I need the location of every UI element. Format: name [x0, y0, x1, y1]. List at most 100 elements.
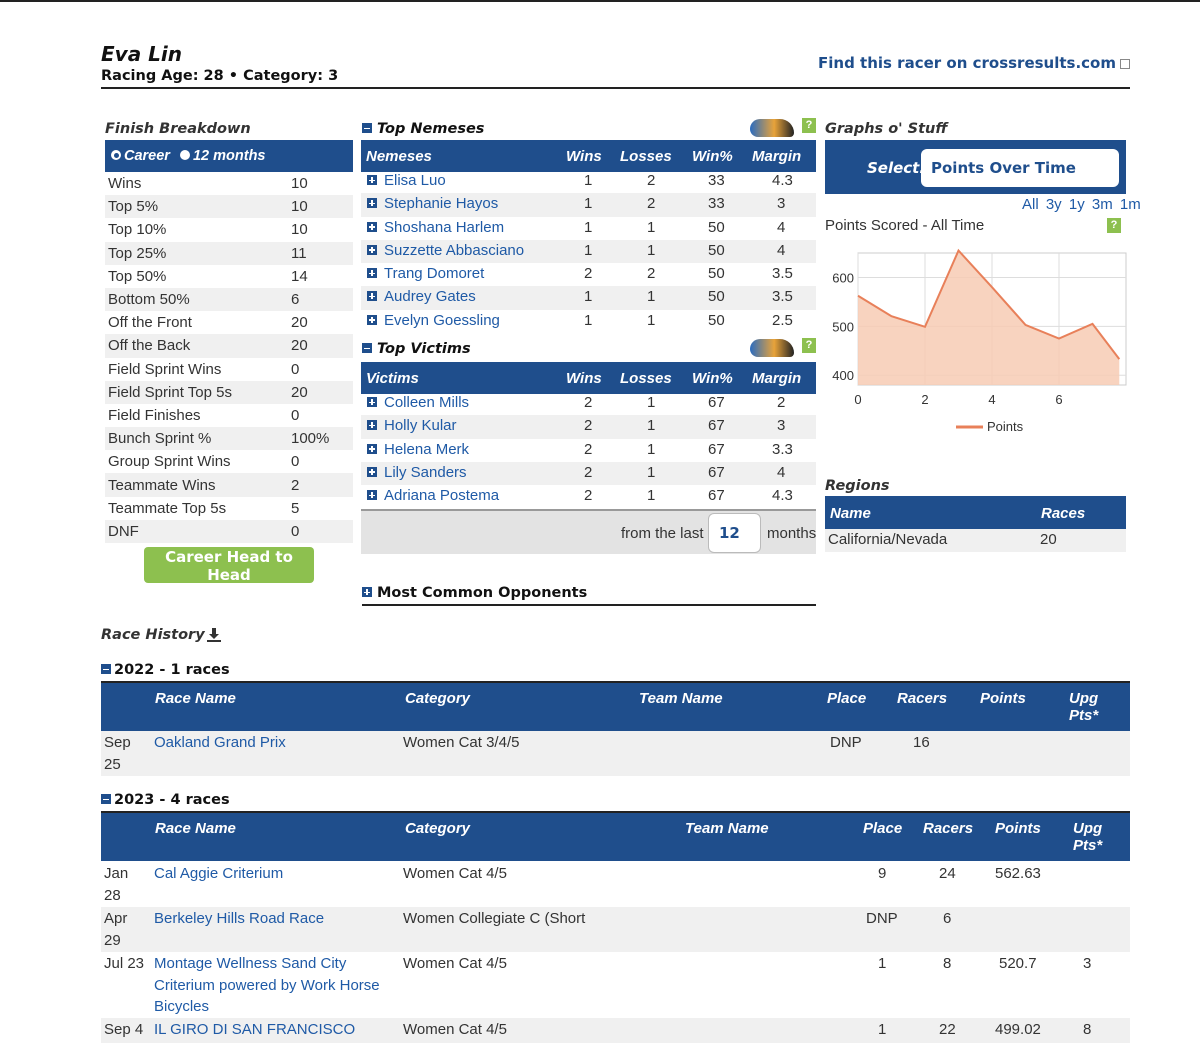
career-radio[interactable]: [111, 150, 121, 161]
table-row[interactable]: Shoshana Harlem 1 1 50 4: [361, 217, 816, 240]
race-name-link[interactable]: Berkeley Hills Road Race: [154, 910, 325, 927]
table-row[interactable]: Helena Merk 2 1 67 3.3: [361, 439, 816, 462]
expand-icon[interactable]: [367, 221, 377, 232]
table-row[interactable]: Elisa Luo 1 2 33 4.3: [361, 170, 816, 193]
expand-icon[interactable]: [362, 587, 372, 597]
col-racers[interactable]: Racers: [897, 690, 948, 707]
opponent-name[interactable]: Colleen Mills: [367, 394, 469, 411]
opponent-name[interactable]: Evelyn Goessling: [367, 312, 500, 329]
table-row[interactable]: Audrey Gates 1 1 50 3.5: [361, 286, 816, 310]
expand-icon[interactable]: [367, 490, 377, 501]
col-winpct[interactable]: Win%: [692, 370, 733, 387]
col-place[interactable]: Place: [863, 820, 903, 837]
help-icon[interactable]: ?: [802, 338, 816, 353]
year-2023-toggle[interactable]: 2023 - 4 races: [101, 792, 230, 808]
col-team-name[interactable]: Team Name: [685, 820, 769, 837]
expand-icon[interactable]: [367, 291, 377, 302]
col-margin[interactable]: Margin: [752, 370, 802, 387]
top-victims-title[interactable]: Top Victims: [362, 341, 471, 357]
race-name-link[interactable]: Oakland Grand Prix: [154, 734, 286, 751]
table-row[interactable]: Holly Kular 2 1 67 3: [361, 415, 816, 439]
race-name-link[interactable]: Cal Aggie Criterium: [154, 865, 284, 882]
career-radio-label[interactable]: Career: [124, 148, 170, 164]
col-losses[interactable]: Losses: [620, 148, 672, 165]
months-input[interactable]: [708, 513, 761, 553]
col-upg-pts[interactable]: Upg Pts*: [1069, 690, 1099, 724]
range-3m-link[interactable]: 3m: [1091, 196, 1113, 213]
expand-icon[interactable]: [367, 314, 377, 325]
collapse-icon[interactable]: [101, 794, 111, 804]
range-1y-link[interactable]: 1y: [1068, 196, 1085, 213]
col-margin[interactable]: Margin: [752, 148, 802, 165]
opponent-name[interactable]: Stephanie Hayos: [367, 195, 498, 212]
range-all-link[interactable]: All: [1022, 196, 1039, 213]
expand-icon[interactable]: [367, 397, 377, 407]
race-name-link[interactable]: Montage Wellness Sand City Criterium pow…: [154, 955, 380, 1015]
help-icon[interactable]: ?: [802, 118, 816, 133]
table-row[interactable]: Adriana Postema 2 1 67 4.3: [361, 485, 816, 508]
career-head-to-head-button[interactable]: Career Head to Head: [144, 547, 314, 584]
opponent-name[interactable]: Lily Sanders: [367, 464, 467, 481]
collapse-icon[interactable]: [101, 664, 111, 674]
expand-icon[interactable]: [367, 466, 377, 477]
expand-icon[interactable]: [367, 175, 377, 185]
race-history-title: Race History: [101, 627, 205, 643]
opponent-name[interactable]: Audrey Gates: [367, 288, 476, 305]
graph-select-dropdown[interactable]: Points Over Time: [921, 149, 1119, 187]
most-common-opponents-toggle[interactable]: Most Common Opponents: [362, 585, 587, 601]
col-region-races[interactable]: Races: [1041, 505, 1086, 522]
collapse-icon[interactable]: [362, 123, 372, 133]
col-category[interactable]: Category: [405, 820, 471, 837]
col-race-name[interactable]: Race Name: [155, 690, 236, 707]
range-3y-link[interactable]: 3y: [1045, 196, 1062, 213]
col-losses[interactable]: Losses: [620, 370, 672, 387]
find-on-crossresults-link[interactable]: Find this racer on crossresults.com: [818, 54, 1130, 72]
table-row[interactable]: Suzzette Abbasciano 1 1 50 4: [361, 239, 816, 264]
help-icon[interactable]: ?: [1107, 218, 1121, 233]
table-row[interactable]: Stephanie Hayos 1 2 33 3: [361, 193, 816, 217]
opponent-name[interactable]: Trang Domoret: [367, 265, 484, 282]
col-points[interactable]: Points: [995, 820, 1041, 837]
download-icon[interactable]: [207, 628, 221, 642]
table-row[interactable]: Trang Domoret 2 2 50 3.5: [361, 263, 816, 286]
year-2022-toggle[interactable]: 2022 - 1 races: [101, 662, 230, 678]
col-race-name[interactable]: Race Name: [155, 820, 236, 837]
range-1m-link[interactable]: 1m: [1119, 196, 1141, 213]
table-row[interactable]: Colleen Mills 2 1 67 2: [361, 392, 816, 415]
expand-icon[interactable]: [367, 198, 377, 209]
most-common-opponents-label[interactable]: Most Common Opponents: [377, 585, 588, 601]
col-winpct[interactable]: Win%: [692, 148, 733, 165]
col-points[interactable]: Points: [980, 690, 1026, 707]
race-name-link[interactable]: IL GIRO DI SAN FRANCISCO: [154, 1021, 356, 1038]
expand-icon[interactable]: [367, 443, 377, 454]
graphs-rule: [825, 140, 1126, 142]
find-link-label[interactable]: Find this racer on crossresults.com: [818, 54, 1116, 72]
opponent-name[interactable]: Shoshana Harlem: [367, 219, 504, 236]
col-nemeses[interactable]: Nemeses: [366, 148, 432, 165]
col-category[interactable]: Category: [405, 690, 471, 707]
expand-icon[interactable]: [367, 268, 377, 279]
opponent-name[interactable]: Elisa Luo: [367, 172, 446, 189]
col-upg-pts[interactable]: Upg Pts*: [1073, 820, 1103, 854]
regions-title: Regions: [825, 478, 890, 494]
col-place[interactable]: Place: [827, 690, 867, 707]
expand-icon[interactable]: [367, 244, 377, 255]
twelve-months-radio-label[interactable]: 12 months: [192, 148, 266, 164]
col-victims[interactable]: Victims: [366, 370, 419, 387]
col-wins[interactable]: Wins: [566, 370, 602, 387]
opponent-name[interactable]: Holly Kular: [367, 417, 457, 434]
twelve-months-radio[interactable]: [179, 150, 190, 161]
opponent-name[interactable]: Adriana Postema: [367, 487, 499, 504]
race-place: DNP: [830, 734, 862, 751]
opponent-name[interactable]: Helena Merk: [367, 441, 469, 458]
col-racers[interactable]: Racers: [923, 820, 974, 837]
table-row[interactable]: Evelyn Goessling 1 1 50 2.5: [361, 310, 816, 333]
opponent-name[interactable]: Suzzette Abbasciano: [367, 242, 524, 259]
col-wins[interactable]: Wins: [566, 148, 602, 165]
expand-icon[interactable]: [367, 420, 377, 431]
top-nemeses-title[interactable]: Top Nemeses: [362, 121, 484, 137]
collapse-icon[interactable]: [362, 343, 372, 353]
table-row[interactable]: Lily Sanders 2 1 67 4: [361, 461, 816, 486]
col-team-name[interactable]: Team Name: [639, 690, 723, 707]
col-region-name[interactable]: Name: [830, 505, 871, 522]
